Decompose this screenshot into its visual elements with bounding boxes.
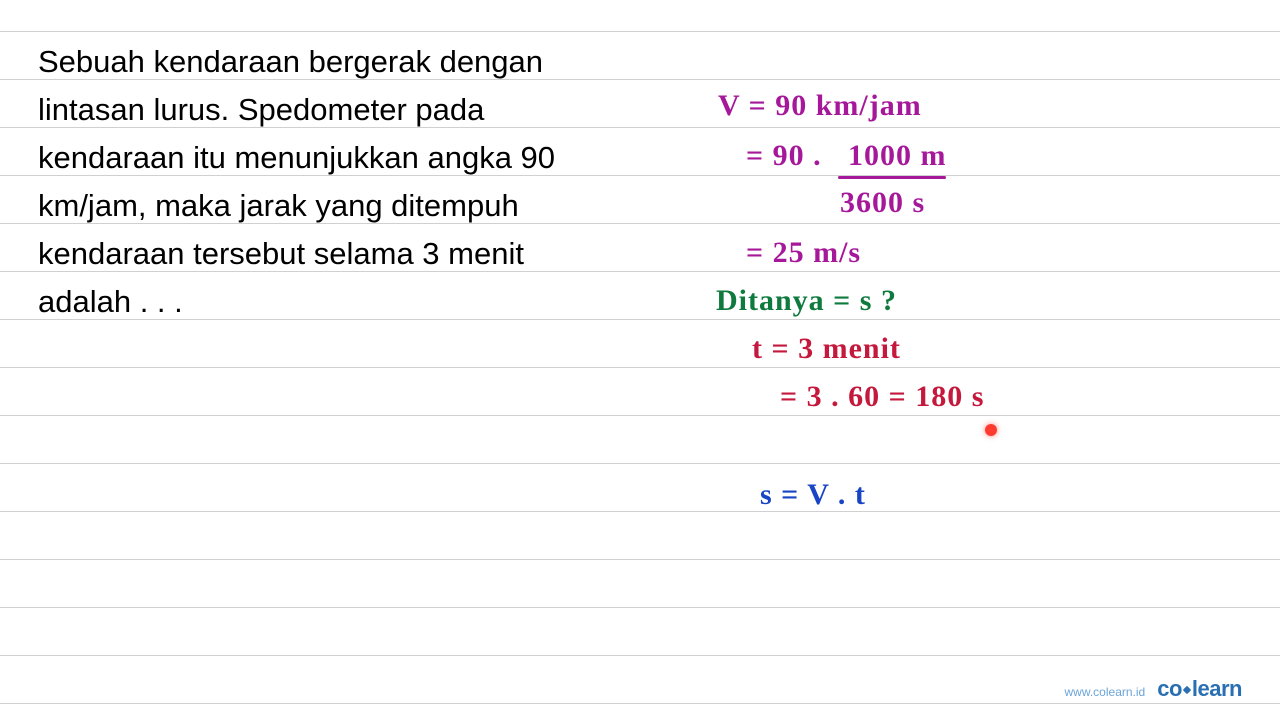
logo-dot-icon	[1183, 686, 1191, 694]
logo-part2: learn	[1192, 676, 1242, 701]
work-time-minutes: t = 3 menit	[752, 332, 901, 366]
logo-part1: co	[1157, 676, 1182, 701]
footer: www.colearn.id colearn	[1065, 676, 1242, 702]
work-conversion-numerator: 1000 m	[848, 139, 947, 173]
work-velocity-given: V = 90 km/jam	[718, 89, 922, 123]
footer-url: www.colearn.id	[1065, 685, 1146, 699]
work-formula: s = V . t	[760, 478, 866, 512]
work-ditanya: Ditanya = s ?	[716, 284, 897, 318]
fraction-line	[838, 176, 946, 179]
work-conversion-denominator: 3600 s	[840, 186, 925, 220]
work-time-seconds: = 3 . 60 = 180 s	[780, 380, 984, 414]
problem-statement: Sebuah kendaraan bergerak dengan lintasa…	[38, 38, 568, 326]
work-conversion-equals: = 90 .	[746, 139, 822, 173]
laser-pointer-dot	[985, 424, 997, 436]
footer-logo: colearn	[1157, 676, 1242, 702]
work-velocity-ms: = 25 m/s	[746, 236, 861, 270]
